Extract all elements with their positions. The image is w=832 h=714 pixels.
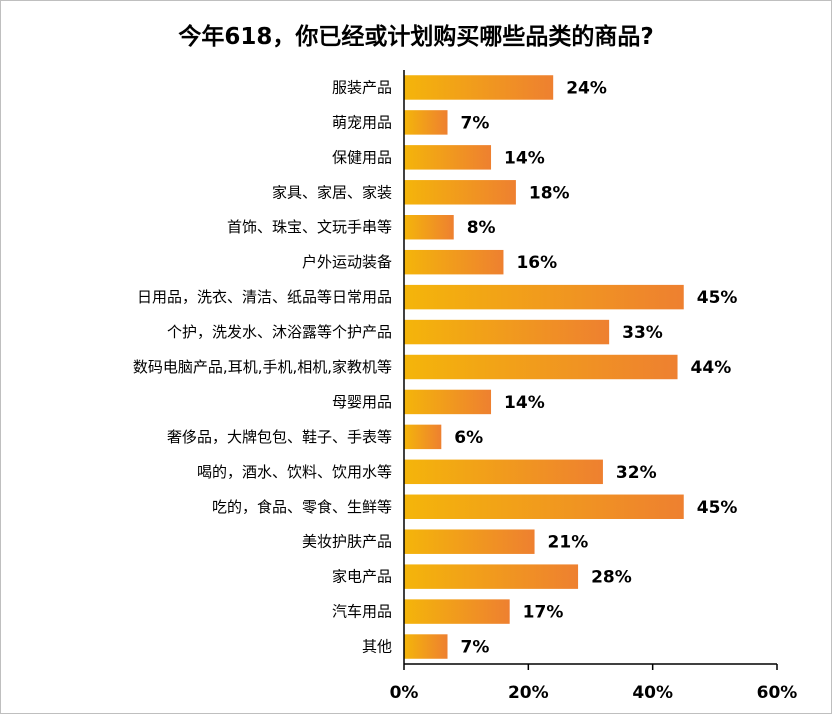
bar: [404, 180, 516, 205]
bar: [404, 284, 684, 310]
category-label: 户外运动装备: [302, 253, 392, 271]
data-label: 17%: [523, 603, 564, 623]
category-label: 奢侈品，大牌包包、鞋子、手表等: [167, 428, 392, 446]
category-label: 数码电脑产品,耳机,手机,相机,家教机等: [133, 358, 392, 376]
bar: [404, 110, 448, 135]
bar: [404, 424, 442, 450]
data-label: 14%: [504, 393, 545, 413]
category-label: 萌宠用品: [332, 113, 392, 131]
data-label: 16%: [516, 253, 557, 273]
data-label: 28%: [591, 568, 632, 588]
data-label: 45%: [697, 498, 738, 518]
bar: [404, 75, 554, 100]
category-label: 美妆护肤产品: [302, 533, 392, 551]
data-label: 14%: [504, 148, 545, 168]
bar: [404, 389, 492, 415]
category-label: 服装产品: [332, 78, 392, 96]
axis-layer: 0% 20% 40% 60%: [390, 70, 798, 703]
bar: [404, 459, 603, 485]
chart-title: 今年618，你已经或计划购买哪些品类的商品?: [178, 24, 654, 50]
bar: [404, 599, 510, 624]
data-label: 7%: [461, 113, 490, 133]
data-label: 32%: [616, 463, 657, 483]
data-label: 21%: [548, 533, 589, 553]
data-label: 44%: [691, 358, 732, 378]
data-label: 7%: [461, 638, 490, 658]
category-label: 母婴用品: [332, 393, 392, 411]
data-label: 8%: [467, 218, 496, 238]
bar: [404, 529, 535, 554]
x-tick-label: 0%: [390, 683, 419, 703]
category-label: 家具、家居、家装: [272, 183, 392, 201]
data-label: 18%: [529, 183, 570, 203]
category-label: 保健用品: [332, 148, 392, 166]
category-label: 吃的，食品、零食、生鲜等: [212, 498, 392, 516]
bar: [404, 494, 684, 519]
category-label: 个护，洗发水、沐浴露等个护产品: [167, 323, 392, 341]
bar: [404, 249, 504, 275]
category-label: 其他: [362, 638, 392, 656]
bar: [404, 319, 610, 345]
bar: [404, 215, 454, 240]
data-label: 45%: [697, 288, 738, 308]
category-label: 喝的，酒水、饮料、饮用水等: [197, 463, 392, 481]
bar: [404, 145, 492, 170]
bar: [404, 634, 448, 659]
data-label: 24%: [566, 78, 607, 98]
category-label: 日用品，洗衣、清洁、纸品等日常用品: [137, 288, 392, 306]
x-tick-label: 40%: [632, 683, 673, 703]
bars-layer: 服装产品 24% 萌宠用品 7% 保健用品 14% 家具、家居、家装 18% 首饰、珠宝、文玩手…: [133, 75, 738, 659]
bar: [404, 354, 678, 380]
category-label: 汽车用品: [332, 603, 392, 621]
data-label: 6%: [454, 428, 483, 448]
x-tick-label: 20%: [508, 683, 549, 703]
x-tick-label: 60%: [757, 683, 798, 703]
bar: [404, 564, 579, 589]
data-label: 33%: [622, 323, 663, 343]
category-label: 首饰、珠宝、文玩手串等: [227, 218, 392, 236]
category-label: 家电产品: [332, 568, 392, 586]
